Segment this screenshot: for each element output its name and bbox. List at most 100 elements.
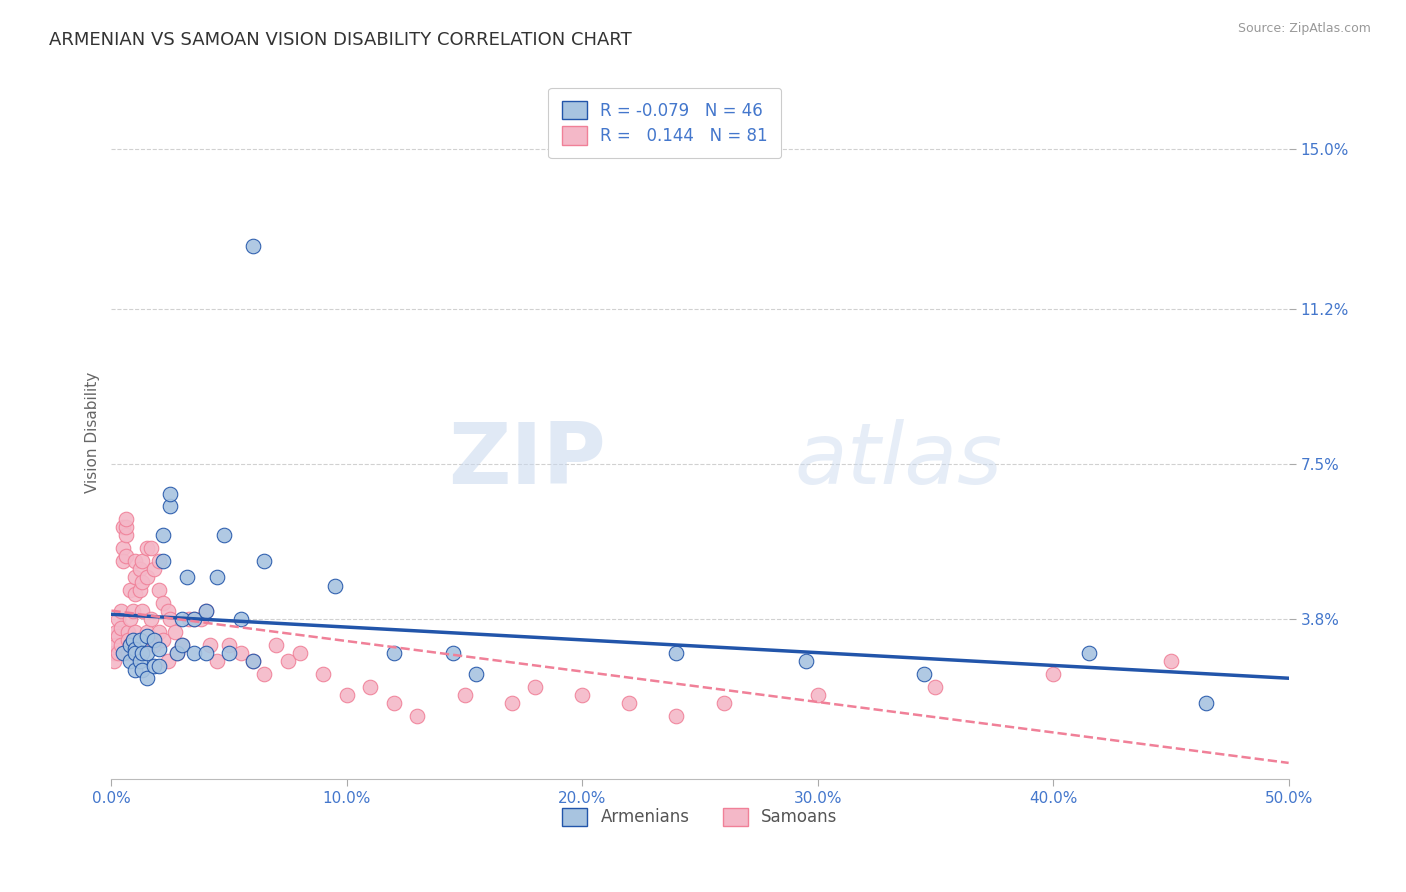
Point [152,554,174,568]
Point [253,667,276,681]
Point [128,582,150,597]
Point [110,604,132,618]
Point [159,499,181,513]
Point [114,549,136,564]
Point [148,582,170,597]
Point [135,570,157,584]
Point [124,646,146,660]
Point [114,520,136,534]
Point [128,562,150,576]
Point [170,638,193,652]
Point [117,646,139,660]
Point [124,663,146,677]
Point [120,638,142,652]
Point [156,654,179,668]
Point [183,646,205,660]
Point [107,646,129,660]
Point [924,680,946,694]
Point [170,638,193,652]
Point [453,688,475,702]
Point [312,667,335,681]
Point [242,654,264,668]
Point [194,604,217,618]
Point [441,646,464,660]
Point [112,541,135,555]
Point [166,646,188,660]
Point [465,667,488,681]
Point [117,625,139,640]
Point [323,579,346,593]
Point [242,239,264,253]
Point [148,625,170,640]
Point [1077,646,1099,660]
Legend: Armenians, Samoans: Armenians, Samoans [555,801,845,833]
Y-axis label: Vision Disability: Vision Disability [86,372,100,493]
Point [382,646,405,660]
Text: atlas: atlas [794,419,1002,502]
Point [229,612,252,626]
Point [152,528,174,542]
Point [163,625,186,640]
Point [131,604,153,618]
Point [124,641,146,656]
Point [159,486,181,500]
Point [288,646,311,660]
Point [135,646,157,660]
Point [112,646,135,660]
Point [142,638,165,652]
Point [1160,654,1182,668]
Point [128,633,150,648]
Point [229,646,252,660]
Point [131,663,153,677]
Point [214,528,236,542]
Point [141,612,163,626]
Point [120,582,142,597]
Point [120,612,142,626]
Point [1042,667,1064,681]
Point [170,612,193,626]
Point [124,625,146,640]
Point [190,612,212,626]
Point [218,638,240,652]
Point [121,604,143,618]
Point [912,667,935,681]
Point [665,709,688,723]
Point [114,511,136,525]
Point [107,612,129,626]
Point [152,633,174,648]
Point [131,574,153,589]
Point [135,629,157,643]
Point [124,554,146,568]
Point [713,697,735,711]
Point [665,646,688,660]
Point [120,654,142,668]
Point [114,528,136,542]
Point [142,633,165,648]
Point [194,646,217,660]
Point [105,625,128,640]
Point [142,658,165,673]
Point [103,654,125,668]
Point [152,596,174,610]
Point [148,641,170,656]
Point [1195,697,1218,711]
Point [807,688,830,702]
Point [121,633,143,648]
Point [117,633,139,648]
Point [110,638,132,652]
Point [166,646,188,660]
Point [135,671,157,685]
Point [128,654,150,668]
Point [124,587,146,601]
Point [135,541,157,555]
Point [120,638,142,652]
Point [524,680,547,694]
Point [142,562,165,576]
Point [179,612,201,626]
Point [207,570,229,584]
Text: ARMENIAN VS SAMOAN VISION DISABILITY CORRELATION CHART: ARMENIAN VS SAMOAN VISION DISABILITY COR… [49,31,631,49]
Point [131,554,153,568]
Point [218,646,240,660]
Point [131,646,153,660]
Point [253,554,276,568]
